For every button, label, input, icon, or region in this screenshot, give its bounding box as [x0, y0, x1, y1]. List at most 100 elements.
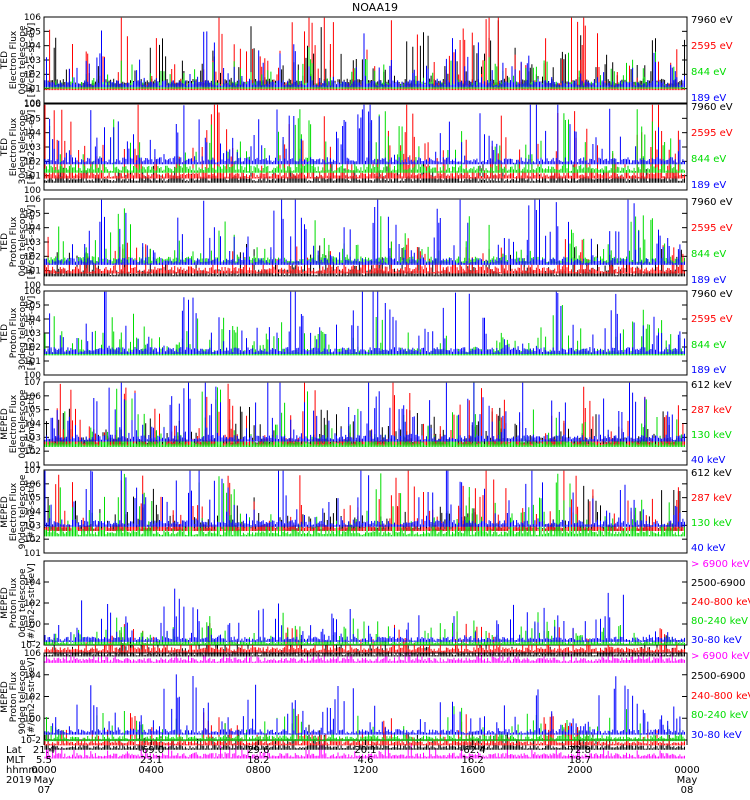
- x-axis-label: 0800: [245, 765, 272, 776]
- legend-entry: 7960 eV: [691, 15, 733, 26]
- x-axis-label: -69.0: [138, 745, 165, 756]
- x-axis-label: 0400: [138, 765, 164, 776]
- y-tick-label: 104: [24, 42, 41, 52]
- y-tick-label: 101: [24, 172, 41, 182]
- y-tick-label: 103: [24, 143, 41, 153]
- x-axis-label: 18.7: [568, 755, 591, 766]
- y-tick-label: 102: [24, 599, 41, 609]
- legend-entry: 80-240 keV: [691, 616, 749, 627]
- y-tick-label: 104: [24, 420, 41, 430]
- x-axis-label: 0000: [674, 765, 700, 776]
- y-tick-label: 103: [24, 521, 41, 531]
- x-axis-label: 0000: [31, 765, 57, 776]
- legend-entry: > 6900 keV: [691, 559, 750, 570]
- legend-entry: 130 keV: [691, 430, 732, 441]
- legend-entry: 240-800 keV: [691, 690, 750, 702]
- x-row-header: hhmm: [6, 765, 39, 776]
- panel-frame: [43, 381, 688, 466]
- y-tick-label: 105: [24, 406, 41, 416]
- series-trace: [44, 674, 685, 735]
- legend-entry: 30-80 keV: [691, 635, 742, 646]
- y-tick-label: 105: [24, 494, 41, 504]
- y-axis-title: [#/cm2-s-str]: [27, 481, 37, 542]
- legend-entry: 7960 eV: [691, 102, 733, 113]
- legend-entry: 2595 eV: [691, 41, 733, 52]
- series-trace: [44, 291, 685, 354]
- legend-entry: 30-80 keV: [691, 730, 742, 741]
- y-tick-label: 106: [24, 100, 41, 110]
- y-tick-label: 10-2: [21, 736, 41, 746]
- y-tick-label: 106: [24, 13, 41, 23]
- y-tick-label: 101: [24, 461, 41, 471]
- legend-entry: 7960 eV: [691, 197, 733, 208]
- y-axis-title: [#/cm2-s-str-eV]: [27, 109, 37, 185]
- y-tick-label: 102: [24, 447, 41, 457]
- legend-entry: 844 eV: [691, 339, 727, 351]
- y-tick-label: 104: [24, 508, 41, 518]
- y-tick-label: 105: [24, 114, 41, 124]
- y-axis-title: [#/cm2-s-str-eV]: [27, 295, 37, 371]
- y-tick-label: 101: [24, 549, 41, 559]
- y-tick-label: 104: [24, 129, 41, 139]
- series-trace: [44, 104, 685, 165]
- y-tick-label: 101: [24, 267, 41, 277]
- y-tick-label: 102: [24, 70, 41, 80]
- legend-entry: 189 eV: [691, 365, 727, 376]
- legend-entry: 40 keV: [691, 543, 726, 554]
- x-axis-label: May 07: [33, 775, 55, 796]
- y-tick-label: 106: [24, 480, 41, 490]
- y-axis-title: [#/cm2-s-str]: [27, 393, 37, 454]
- y-tick-label: 104: [24, 224, 41, 234]
- series-trace: [44, 199, 685, 265]
- x-row-header: MLT: [6, 755, 25, 766]
- x-axis-label: 1600: [459, 765, 486, 776]
- legend-entry: 612 keV: [691, 468, 732, 479]
- x-axis-label: 21.4: [32, 745, 56, 756]
- series-trace: [44, 623, 685, 653]
- legend-entry: 287 keV: [691, 493, 732, 504]
- y-axis-title: [#/cm2-s-str-eV]: [27, 22, 37, 98]
- x-axis-label: 4.6: [357, 755, 374, 766]
- x-axis-label: 18.2: [247, 755, 270, 766]
- legend-entry: 189 eV: [691, 93, 727, 104]
- series-trace: [44, 109, 685, 173]
- y-tick-label: 100: [24, 99, 41, 109]
- series-trace: [44, 233, 685, 274]
- y-tick-label: 107: [24, 378, 41, 388]
- y-tick-label: 103: [24, 238, 41, 248]
- x-axis-label: 1200: [352, 765, 379, 776]
- y-tick-label: 102: [24, 693, 41, 703]
- legend-entry: 7960 eV: [691, 289, 733, 300]
- legend-entry: 2500-6900: [691, 670, 746, 682]
- x-axis-label: May 08: [676, 775, 698, 796]
- legend-entry: 844 eV: [691, 249, 727, 260]
- legend-entry: 40 keV: [691, 455, 726, 466]
- legend-entry: 130 keV: [691, 518, 732, 529]
- y-tick-label: 102: [24, 157, 41, 167]
- y-tick-label: 103: [24, 329, 41, 339]
- x-axis-label: 20.1: [354, 745, 377, 756]
- y-tick-label: 106: [24, 287, 41, 297]
- y-tick-label: 103: [24, 56, 41, 66]
- y-axis-title: [#/cm2-s-str-eV]: [27, 204, 37, 280]
- y-tick-label: 100: [24, 186, 41, 196]
- y-axis-title: [#/cm2-s-str-keV]: [27, 563, 37, 643]
- x-row-header: 2019: [6, 775, 32, 786]
- series-trace: [44, 648, 685, 663]
- legend-entry: 189 eV: [691, 275, 727, 286]
- legend-entry: 612 keV: [691, 380, 732, 391]
- series-trace: [44, 470, 685, 527]
- legend-entry: 287 keV: [691, 405, 732, 416]
- y-axis-title: [#/cm2-s-str-keV]: [27, 656, 37, 737]
- y-tick-label: 105: [24, 301, 41, 311]
- x-axis-label: 5.5: [36, 755, 52, 766]
- x-axis-label: 2000: [567, 765, 593, 776]
- legend-entry: 2595 eV: [691, 128, 733, 139]
- series-trace: [44, 30, 685, 88]
- series-trace: [44, 706, 685, 742]
- legend-entry: 2595 eV: [691, 223, 733, 234]
- panel-frame: [43, 290, 688, 376]
- y-tick-label: 102: [24, 252, 41, 262]
- x-axis-label: 16.2: [461, 755, 484, 766]
